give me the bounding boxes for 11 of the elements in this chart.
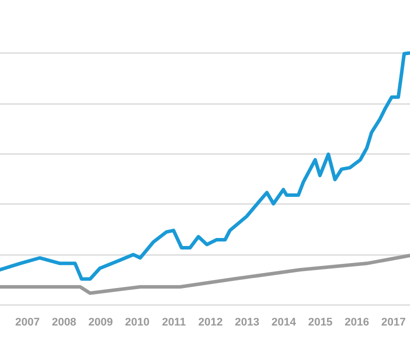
x-tick-label: 2017 xyxy=(381,316,406,328)
x-tick-label: 2014 xyxy=(271,316,297,328)
x-tick-label: 2009 xyxy=(88,316,113,328)
x-tick-label: 2013 xyxy=(234,316,260,328)
x-tick-label: 2011 xyxy=(162,316,186,328)
x-tick-label: 2015 xyxy=(308,316,333,328)
x-tick-label: 2010 xyxy=(125,316,150,328)
x-tick-label: 2016 xyxy=(344,316,370,328)
x-tick-label: 2012 xyxy=(198,316,223,328)
x-tick-label: 2008 xyxy=(52,316,76,328)
x-tick-label: 2007 xyxy=(15,316,40,328)
